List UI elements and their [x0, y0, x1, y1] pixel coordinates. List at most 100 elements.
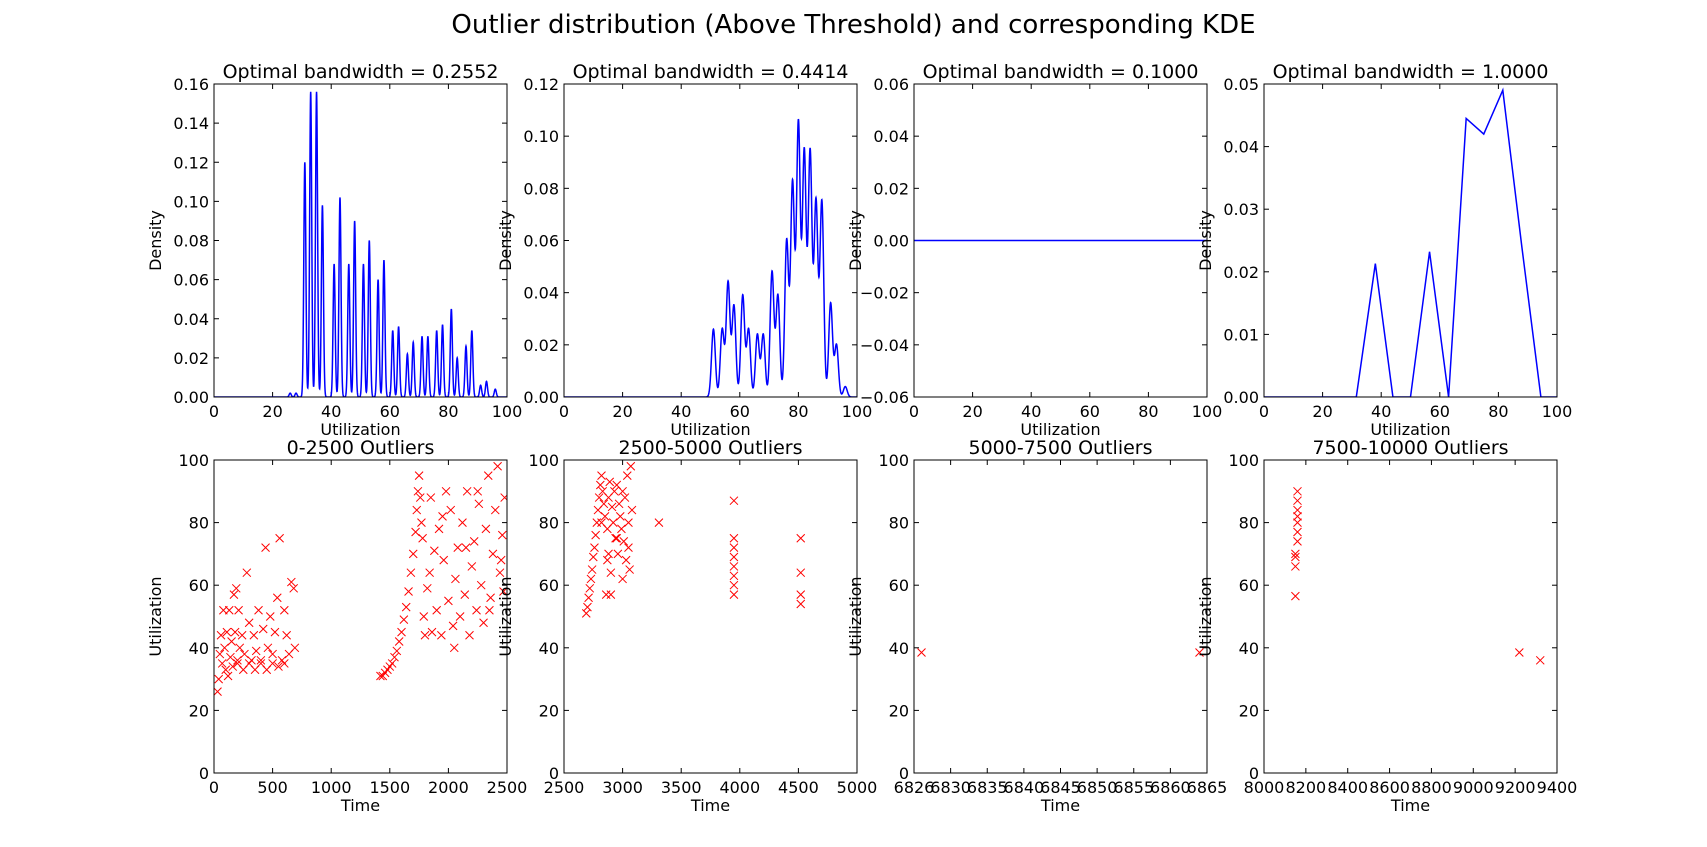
- x-tick-label: 9200: [1495, 778, 1536, 797]
- x-axis-label: Utilization: [320, 420, 400, 439]
- x-tick-label: 40: [671, 402, 691, 421]
- scatter-point: [222, 627, 232, 637]
- kde-series-line: [1264, 87, 1557, 397]
- y-tick-label: 60: [1239, 576, 1259, 595]
- scatter-point: [600, 511, 610, 521]
- scatter-point: [420, 630, 430, 640]
- scatter-point: [483, 471, 493, 481]
- y-tick-label: 80: [1239, 514, 1259, 533]
- x-axis-label: Time: [690, 796, 730, 815]
- y-tick-label: 80: [889, 514, 909, 533]
- scatter-point: [419, 612, 429, 621]
- subplot-3: Optimal bandwidth = 0.1000 Utilization Den…: [846, 61, 1222, 439]
- x-tick-label: 40: [1021, 402, 1041, 421]
- y-tick-label: 0.04: [173, 310, 209, 329]
- scatter-point: [233, 655, 242, 665]
- scatter-point: [216, 630, 226, 640]
- y-tick-label: 20: [539, 701, 559, 720]
- scatter-point: [586, 574, 596, 584]
- scatter-point: [415, 493, 425, 502]
- scatter-point: [474, 499, 484, 509]
- y-tick-label: 20: [189, 701, 209, 720]
- scatter-point: [485, 605, 494, 615]
- x-tick-label: 6850: [1077, 778, 1118, 797]
- x-tick-label: 6835: [967, 778, 1008, 797]
- scatter-point: [603, 555, 612, 565]
- y-tick-label: 0.02: [873, 179, 909, 198]
- scatter-point: [262, 665, 272, 675]
- subplot-7: 5000-7500 OutliersTimeUtilization6826683…: [846, 437, 1227, 815]
- scatter-point: [617, 524, 626, 534]
- scatter-point: [588, 552, 598, 562]
- scatter-point: [729, 543, 739, 552]
- scatter-point: [612, 533, 622, 543]
- x-tick-label: 8400: [1327, 778, 1368, 797]
- plot-data: [1264, 87, 1557, 397]
- scatter-point: [231, 583, 241, 593]
- y-tick-label: 0.02: [1223, 263, 1259, 282]
- scatter-point: [394, 637, 404, 646]
- plot-data: [1291, 486, 1545, 665]
- scatter-point: [453, 543, 463, 552]
- scatter-point: [590, 543, 599, 552]
- y-tick-label: 0.00: [1223, 388, 1259, 407]
- scatter-point: [215, 649, 225, 659]
- x-tick-label: 60: [1430, 402, 1450, 421]
- plot-data: [564, 118, 857, 397]
- x-tick-label: 4000: [719, 778, 760, 797]
- scatter-point: [268, 649, 277, 659]
- axes-frame: [1263, 83, 1558, 398]
- x-tick-label: 1500: [369, 778, 410, 797]
- scatter-point: [418, 533, 427, 543]
- scatter-point: [261, 543, 270, 552]
- x-axis-label: Time: [340, 796, 380, 815]
- y-axis-label: Utilization: [146, 576, 165, 656]
- kde-series-line: [564, 118, 857, 397]
- scatter-point: [429, 546, 439, 556]
- scatter-point: [1291, 562, 1300, 571]
- x-tick-label: 60: [380, 402, 400, 421]
- scatter-point: [234, 605, 243, 615]
- y-axis-label: Utilization: [846, 576, 865, 656]
- scatter-point: [220, 643, 229, 653]
- scatter-point: [499, 587, 507, 596]
- scatter-point: [275, 533, 284, 543]
- x-tick-label: 2500: [544, 778, 585, 797]
- scatter-point: [618, 574, 627, 584]
- scatter-point: [387, 659, 397, 668]
- y-tick-label: 0.08: [173, 232, 209, 251]
- scatter-point: [472, 605, 481, 615]
- x-tick-label: 6840: [1004, 778, 1045, 797]
- axes-frame: [563, 459, 858, 774]
- x-tick-label: 9400: [1537, 778, 1578, 797]
- y-tick-label: 40: [889, 639, 909, 658]
- scatter-point: [250, 665, 260, 675]
- scatter-point: [619, 537, 629, 546]
- subplot-title: 7500-10000 Outliers: [1312, 437, 1508, 459]
- scatter-point: [272, 593, 282, 603]
- scatter-point: [263, 643, 273, 653]
- scatter-point: [439, 555, 449, 565]
- scatter-point: [434, 524, 444, 534]
- scatter-point: [488, 549, 498, 559]
- scatter-point: [444, 596, 453, 606]
- x-tick-label: 100: [1192, 402, 1223, 421]
- scatter-point: [217, 659, 227, 668]
- scatter-point: [796, 533, 806, 543]
- scatter-point: [1293, 537, 1302, 546]
- scatter-point: [449, 643, 459, 653]
- y-tick-label: 0.12: [523, 75, 559, 94]
- scatter-point: [610, 486, 619, 496]
- scatter-point: [622, 471, 632, 481]
- x-tick-label: 6865: [1187, 778, 1228, 797]
- y-axis-label: Utilization: [1196, 576, 1215, 656]
- y-tick-label: 0.04: [523, 284, 559, 303]
- scatter-point: [404, 587, 413, 596]
- x-tick-label: 6826: [894, 778, 935, 797]
- scatter-point: [227, 637, 236, 646]
- scatter-point: [796, 568, 806, 578]
- x-tick-label: 100: [1542, 402, 1573, 421]
- y-tick-label: 0.04: [1223, 138, 1259, 157]
- scatter-point: [615, 511, 625, 521]
